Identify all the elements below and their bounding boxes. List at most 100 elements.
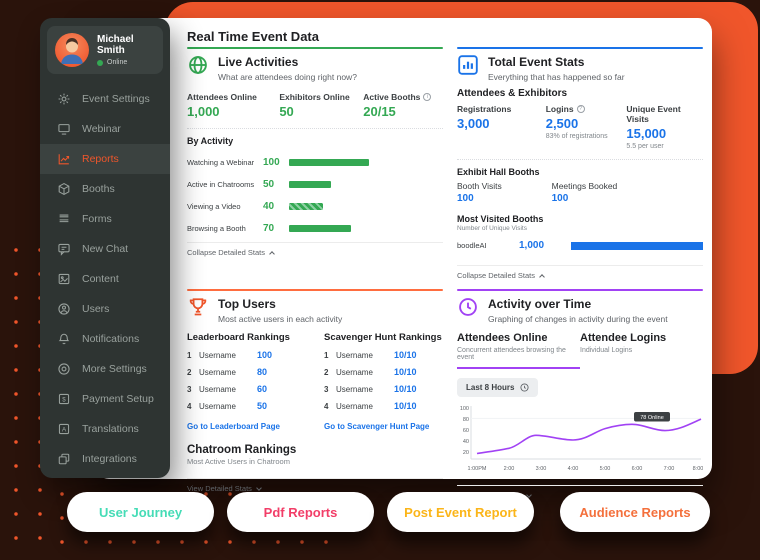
online-status-dot [97, 59, 103, 66]
cards-grid: Live Activities What are attendees doing… [187, 47, 703, 500]
sidebar-item-integrations[interactable]: Integrations [40, 444, 170, 474]
user-name: Michael Smith [97, 34, 134, 56]
svg-text:6:00: 6:00 [632, 466, 643, 472]
view-detailed-stats[interactable]: View Detailed Stats [187, 484, 443, 493]
top-users-title: Top Users [218, 297, 276, 311]
help-icon[interactable]: ? [576, 105, 585, 113]
settings-icon [57, 362, 71, 376]
svg-text:$: $ [62, 396, 66, 403]
most-visited-row: boodleAI 1,000 [457, 240, 703, 251]
sidebar-item-translations[interactable]: A Translations [40, 414, 170, 444]
booth-visits-bar [571, 241, 703, 250]
sidebar-item-booths[interactable]: Booths [40, 174, 170, 204]
chart-tabs: Attendees Online Concurrent attendees br… [457, 332, 703, 369]
page-title: Real Time Event Data [187, 29, 319, 44]
avatar [55, 33, 89, 67]
payment-icon: $ [57, 392, 71, 406]
sidebar-item-more-settings[interactable]: More Settings [40, 354, 170, 384]
sidebar: Michael Smith Online Event Settings Webi… [40, 18, 170, 478]
globe-icon [187, 54, 209, 76]
chevron-down-icon [256, 484, 262, 491]
collapse-detailed-stats[interactable]: Collapse Detailed Stats [457, 271, 703, 280]
forms-icon [57, 212, 71, 226]
svg-text:40: 40 [463, 439, 469, 445]
svg-text:100: 100 [460, 406, 469, 412]
svg-text:1:00PM: 1:00PM [468, 466, 487, 472]
live-activities-title: Live Activities [218, 55, 299, 69]
activity-over-time-card: Activity over Time Graphing of changes i… [457, 289, 703, 500]
activity-row: Watching a Webinar 100 [187, 157, 443, 168]
live-activities-subtitle: What are attendees doing right now? [218, 72, 357, 82]
sidebar-item-payment-setup[interactable]: $ Payment Setup [40, 384, 170, 414]
collapse-detailed-stats[interactable]: Collapse Detailed Stats [187, 248, 443, 257]
svg-text:4:00: 4:00 [568, 466, 579, 472]
sidebar-item-users[interactable]: Users [40, 294, 170, 324]
svg-text:8:00: 8:00 [693, 466, 703, 472]
online-status-label: Online [107, 59, 128, 66]
activity-over-time-title: Activity over Time [488, 297, 592, 311]
bell-icon [57, 332, 71, 346]
user-profile-card[interactable]: Michael Smith Online [47, 26, 163, 74]
tab-attendees-online[interactable]: Attendees Online Concurrent attendees br… [457, 332, 580, 369]
leaderboard-row: 1 Username 100 [187, 350, 273, 360]
svg-text:A: A [62, 426, 67, 433]
user-journey-button[interactable]: User Journey [67, 492, 214, 532]
total-event-stats-card: Total Event Stats Everything that has ha… [457, 47, 703, 280]
activity-row: Browsing a Booth 70 [187, 223, 443, 234]
activity-bar [289, 225, 351, 232]
booth-icon [57, 182, 71, 196]
integrations-icon [57, 452, 71, 466]
scavenger-row: 1 Username 10/10 [324, 350, 417, 360]
go-to-leaderboard-link[interactable]: Go to Leaderboard Page [187, 422, 280, 431]
go-to-scavenger-link[interactable]: Go to Scavenger Hunt Page [324, 422, 430, 431]
leaderboard-row: 2 Username 80 [187, 367, 268, 377]
chatroom-rankings-title: Chatroom Rankings [187, 444, 297, 456]
sidebar-menu: Event Settings Webinar Reports Booths Fo… [40, 84, 170, 474]
leaderboard-rankings: Leaderboard Rankings 1 Username 100 2 Usern… [187, 332, 306, 431]
audience-reports-button[interactable]: Audience Reports [560, 492, 710, 532]
scavenger-hunt-rankings: Scavenger Hunt Rankings 1 Username 10/10 2… [324, 332, 442, 431]
time-range-dropdown[interactable]: Last 8 Hours [457, 378, 539, 397]
leaderboard-row: 4 Username 50 [187, 401, 268, 411]
stat-logins: Logins? 2,500 83% of registrations [545, 104, 608, 140]
top-users-subtitle: Most active users in each activity [218, 314, 343, 324]
chevron-up-icon [269, 250, 275, 257]
pdf-reports-button[interactable]: Pdf Reports [227, 492, 374, 532]
scavenger-row: 3 Username 10/10 [324, 384, 417, 394]
chat-icon [57, 242, 71, 256]
sidebar-item-event-settings[interactable]: Event Settings [40, 84, 170, 114]
main-panel: Real Time Event Data Live Activities Wha… [95, 18, 712, 500]
line-chart-icon [57, 152, 71, 166]
stat-exhibitors-online: Exhibitors Online 50 [279, 92, 350, 119]
unique-visits-sublabel: Number of Unique Visits [457, 225, 527, 232]
clock-icon [457, 296, 479, 318]
svg-text:2:00: 2:00 [504, 466, 515, 472]
user-icon [57, 302, 71, 316]
scavenger-row: 2 Username 10/10 [324, 367, 417, 377]
activity-over-time-subtitle: Graphing of changes in activity during t… [488, 314, 668, 324]
attendees-online-chart: 100 80 60 40 20 78 Online 1:00PM [457, 403, 703, 477]
most-visited-booths-label: Most Visited Booths [457, 214, 544, 224]
chatroom-rankings-subtitle: Most Active Users in Chatroom [187, 457, 290, 466]
tab-attendee-logins[interactable]: Attendee Logins Individual Logins [580, 332, 667, 354]
stat-registrations: Registrations 3,000 [457, 104, 512, 131]
stat-unique-visits: Unique Event Visits 15,000 5.5 per user [626, 104, 681, 150]
sidebar-item-reports[interactable]: Reports [40, 144, 170, 174]
trophy-icon [187, 296, 209, 318]
gear-icon [57, 92, 71, 106]
stat-active-booths: Active Booths i 20/15 [363, 92, 443, 119]
activity-row: Active in Chatrooms 50 [187, 179, 443, 190]
total-event-stats-subtitle: Everything that has happened so far [488, 72, 625, 82]
sidebar-item-webinar[interactable]: Webinar [40, 114, 170, 144]
sidebar-item-forms[interactable]: Forms [40, 204, 170, 234]
sidebar-item-content[interactable]: Content [40, 264, 170, 294]
activity-bar [289, 181, 331, 188]
post-event-report-button[interactable]: Post Event Report [387, 492, 534, 532]
sidebar-item-notifications[interactable]: Notifications [40, 324, 170, 354]
info-icon[interactable]: i [423, 93, 432, 101]
stat-attendees-online: Attendees Online 1,000 [187, 92, 257, 119]
sidebar-item-new-chat[interactable]: New Chat [40, 234, 170, 264]
line-series [476, 418, 702, 455]
leaderboard-row: 3 Username 60 [187, 384, 268, 394]
